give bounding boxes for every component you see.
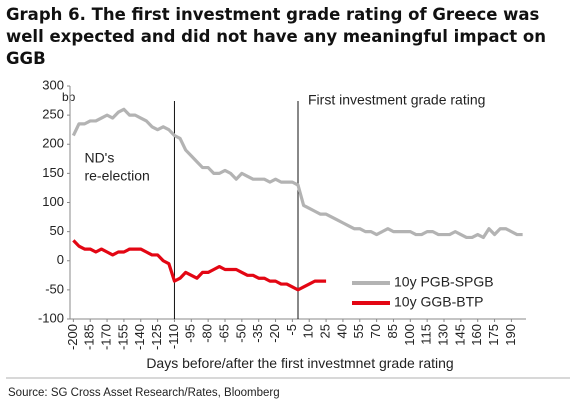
x-tick-label: -155 [115, 324, 130, 350]
legend-label: 10y PGB-SPGB [394, 274, 494, 290]
y-tick-label: -50 [45, 281, 64, 296]
x-tick-label: -185 [82, 324, 97, 350]
x-tick-label: 40 [334, 324, 349, 338]
y-tick-label: 150 [42, 165, 64, 180]
x-tick-label: 175 [486, 324, 501, 346]
x-tick-label: -50 [233, 324, 248, 343]
x-tick-label: -35 [250, 324, 265, 343]
x-tick-label: -200 [65, 324, 80, 350]
y-tick-label: 300 [42, 77, 64, 92]
source: Source: SG Cross Asset Research/Rates, B… [8, 387, 280, 399]
y-tick-label: 200 [42, 136, 64, 151]
annotation: ND's [84, 150, 114, 166]
y-tick-label: 50 [50, 223, 64, 238]
x-tick-label: 55 [351, 324, 366, 338]
chart-title: Graph 6. The first investment grade rati… [6, 5, 546, 68]
x-tick-label: -80 [200, 324, 215, 343]
series-line [72, 239, 327, 292]
annotation: re-election [84, 168, 149, 184]
y-tick-label: -100 [38, 310, 64, 325]
annotation: First investment grade rating [308, 92, 485, 108]
x-tick-label: -125 [149, 324, 164, 350]
x-tick-label: -140 [132, 324, 147, 350]
x-tick-label: -110 [166, 324, 181, 349]
x-tick-label: 70 [368, 324, 383, 338]
x-tick-label: 130 [435, 324, 450, 346]
legend-label: 10y GGB-BTP [394, 294, 483, 310]
y-tick-label: 0 [57, 252, 64, 267]
series-line [71, 107, 523, 240]
x-tick-label: 160 [469, 324, 484, 346]
y-tick-label: 100 [42, 194, 64, 209]
x-tick-label: -20 [267, 324, 282, 343]
y-unit: bp [62, 90, 76, 104]
x-tick-label: 190 [503, 324, 518, 346]
x-tick-label: -170 [99, 324, 114, 350]
x-tick-label: -5 [284, 324, 299, 336]
x-tick-label: 10 [301, 324, 316, 338]
x-tick-label: 85 [385, 324, 400, 338]
x-axis-label: Days before/after the first investmnet g… [146, 355, 453, 371]
x-tick-label: -65 [216, 324, 231, 343]
x-tick-label: -95 [183, 324, 198, 343]
x-tick-label: 145 [452, 324, 467, 346]
y-tick-label: 250 [42, 107, 64, 122]
x-tick-label: 115 [419, 324, 434, 345]
x-tick-label: 25 [318, 324, 333, 338]
x-tick-label: 100 [402, 324, 417, 346]
